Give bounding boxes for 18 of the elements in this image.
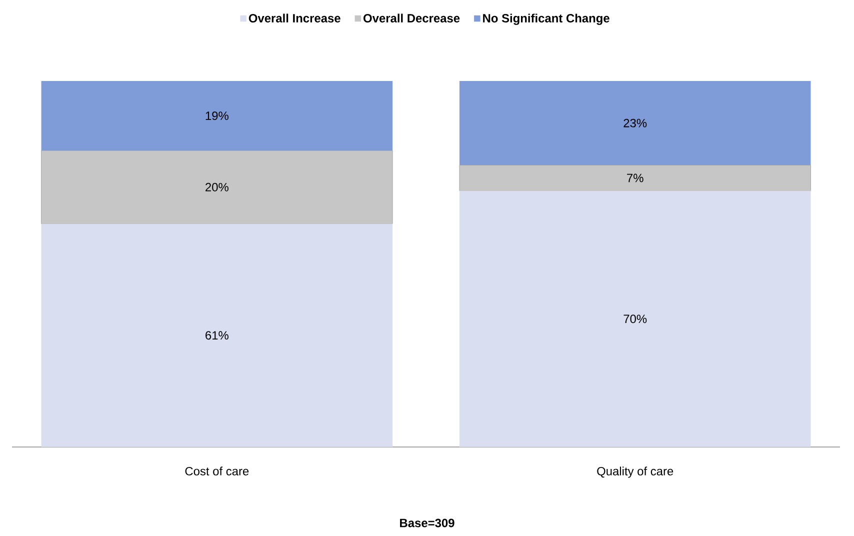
bar xyxy=(41,80,393,151)
legend-label: No Significant Change xyxy=(483,14,610,25)
data-label: 7% xyxy=(627,174,644,182)
bar xyxy=(41,150,393,224)
x-tick-label: Cost of care xyxy=(185,466,249,476)
data-label: 61% xyxy=(206,331,228,340)
data-label: 23% xyxy=(624,118,647,128)
legend-label: Overall Decrease xyxy=(364,14,460,22)
text: Base=309 xyxy=(400,518,454,528)
bar xyxy=(459,80,811,166)
bar xyxy=(41,224,393,447)
bar xyxy=(459,190,811,447)
data-label: 20% xyxy=(206,182,228,192)
data-label: 19% xyxy=(206,112,228,120)
bar xyxy=(459,164,811,191)
data-label: 70% xyxy=(624,314,647,324)
x-tick-label: Quality of care xyxy=(597,466,674,478)
legend-label: Overall Increase xyxy=(248,14,340,22)
